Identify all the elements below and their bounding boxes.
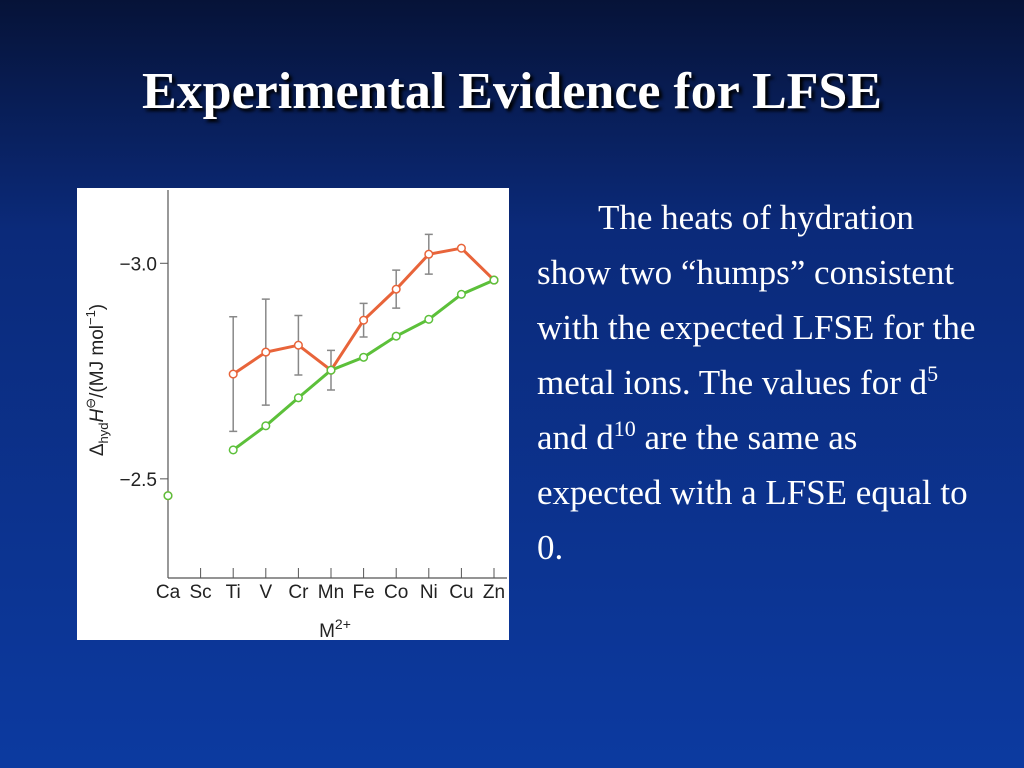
x-tick-label: Fe	[353, 582, 375, 603]
x-tick-label: Ti	[226, 582, 241, 603]
body-text: are the same as expected with a LFSE equ…	[537, 418, 968, 567]
x-tick-label: Cr	[288, 582, 309, 603]
x-tick-label: Co	[384, 582, 408, 603]
x-tick-label: Cu	[449, 582, 473, 603]
data-point	[326, 365, 336, 375]
label-part: Δ	[87, 443, 108, 456]
data-point	[228, 369, 238, 379]
data-point	[424, 249, 434, 259]
x-tick-label: Sc	[190, 582, 212, 603]
x-axis-label: M2+	[319, 616, 351, 642]
label-part: hyd	[96, 422, 111, 443]
x-tick-label: V	[259, 582, 272, 603]
label-part: −1	[83, 310, 98, 325]
y-tick-label: −2.5	[119, 470, 157, 491]
data-point	[293, 393, 303, 403]
label-part: M	[319, 621, 335, 642]
label-part: /(MJ mol	[87, 325, 108, 398]
label-part: ⊖	[83, 398, 98, 409]
x-tick-label: Ca	[156, 582, 181, 603]
x-tick-label: Mn	[318, 582, 344, 603]
x-tick-label: Zn	[483, 582, 505, 603]
body-text: and d	[537, 418, 614, 457]
data-point	[261, 347, 271, 357]
slide-body: The heats of hydration show two “humps” …	[537, 190, 977, 575]
label-part: )	[87, 304, 108, 310]
slide-title: Experimental Evidence for LFSE	[141, 63, 882, 120]
x-tick-label: Ni	[420, 582, 438, 603]
data-point	[456, 243, 466, 253]
superscript: 5	[927, 361, 939, 386]
y-axis-label: ΔhydH⊖/(MJ mol−1)	[83, 304, 111, 456]
superscript: 10	[613, 416, 636, 441]
data-point	[391, 331, 401, 341]
data-point	[163, 491, 173, 501]
label-part: H	[87, 408, 108, 422]
data-point	[359, 352, 369, 362]
y-tick-label: −3.0	[119, 254, 157, 275]
chart-background	[77, 188, 509, 640]
data-point	[489, 275, 499, 285]
data-point	[424, 314, 434, 324]
data-point	[391, 284, 401, 294]
body-text: The heats of hydration show two “humps” …	[537, 198, 976, 402]
data-point	[359, 315, 369, 325]
data-point	[456, 289, 466, 299]
data-point	[293, 340, 303, 350]
data-point	[261, 421, 271, 431]
label-part: 2+	[335, 616, 351, 632]
data-point	[228, 445, 238, 455]
